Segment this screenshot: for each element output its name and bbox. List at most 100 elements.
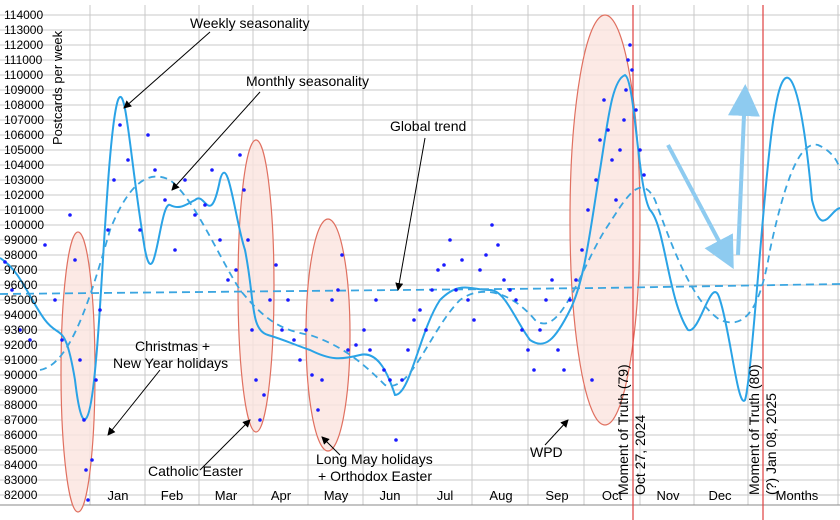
data-point: [320, 378, 324, 382]
holiday-ovals: [60, 14, 641, 513]
data-point: [146, 133, 150, 137]
data-point: [514, 298, 518, 302]
annotation-arrows: [107, 31, 760, 471]
data-point: [316, 408, 320, 412]
y-tick-label: 100000: [4, 218, 44, 232]
y-tick-label: 84000: [4, 458, 38, 472]
data-point: [626, 58, 630, 62]
y-tick-label: 111000: [4, 53, 43, 67]
data-point: [98, 308, 102, 312]
x-tick-label: Months: [776, 488, 819, 503]
data-point: [274, 263, 278, 267]
y-tick-label: 97000: [4, 263, 38, 277]
x-tick-label: Nov: [656, 488, 680, 503]
moment-of-truth-79-label: Moment of Truth (79): [615, 364, 631, 495]
data-point: [94, 378, 98, 382]
y-tick-label: 113000: [4, 23, 43, 37]
data-point: [400, 378, 404, 382]
data-point: [362, 328, 366, 332]
data-point: [382, 368, 386, 372]
data-point: [538, 328, 542, 332]
y-tick-label: 109000: [4, 83, 44, 97]
data-point: [466, 298, 470, 302]
y-tick-label: 87000: [4, 413, 38, 427]
global-trend-line: [0, 283, 840, 295]
y-tick-label: 99000: [4, 233, 38, 247]
y-tick-label: 103000: [4, 173, 44, 187]
data-point: [520, 328, 524, 332]
data-point: [562, 368, 566, 372]
holiday-oval: [569, 14, 641, 426]
data-point: [526, 348, 530, 352]
weekly-seasonality-curve: [0, 73, 840, 421]
y-tick-label: 91000: [4, 353, 38, 367]
data-point: [406, 348, 410, 352]
data-point: [330, 298, 334, 302]
data-point: [614, 198, 618, 202]
data-point: [574, 278, 578, 282]
data-point: [286, 298, 290, 302]
moment-of-truth-79-date: Oct 27, 2024: [632, 415, 648, 495]
holiday-oval: [237, 139, 275, 433]
data-point: [234, 268, 238, 272]
data-point: [598, 138, 602, 142]
data-point: [472, 318, 476, 322]
annotation-wpd: WPD: [530, 444, 563, 460]
data-point: [304, 328, 308, 332]
y-tick-label: 83000: [4, 473, 38, 487]
data-point: [638, 148, 642, 152]
data-point: [618, 148, 622, 152]
y-tick-label: 95000: [4, 293, 38, 307]
y-tick-label: 82000: [4, 488, 38, 502]
data-point: [112, 178, 116, 182]
data-point: [138, 228, 142, 232]
data-point: [336, 288, 340, 292]
data-point: [28, 338, 32, 342]
data-point: [310, 373, 314, 377]
data-point: [490, 223, 494, 227]
annotation-may-2: + Orthodox Easter: [318, 468, 432, 484]
data-point: [346, 348, 350, 352]
y-tick-label: 105000: [4, 143, 44, 157]
y-axis-label: Postcards per week: [50, 30, 65, 145]
y-tick-label: 88000: [4, 398, 38, 412]
arrow-weekly: [123, 31, 211, 109]
seasonality-curves: [0, 73, 840, 421]
data-point: [10, 288, 14, 292]
data-point: [556, 348, 560, 352]
y-tick-label: 101000: [4, 203, 44, 217]
data-point: [544, 298, 548, 302]
data-point: [418, 308, 422, 312]
y-tick-label: 85000: [4, 443, 38, 457]
data-point: [424, 328, 428, 332]
data-point: [642, 173, 646, 177]
data-point: [442, 263, 446, 267]
data-point: [454, 288, 458, 292]
data-point: [18, 328, 22, 332]
data-point: [606, 128, 610, 132]
forecast-arrow-down: [666, 144, 734, 270]
data-point: [280, 328, 284, 332]
data-points: [3, 43, 646, 502]
data-point: [183, 178, 187, 182]
data-point: [153, 168, 157, 172]
arrow-trend: [395, 137, 426, 291]
y-tick-label: 89000: [4, 383, 38, 397]
x-tick-label: Mar: [215, 488, 238, 503]
data-point: [484, 253, 488, 257]
data-point: [84, 468, 88, 472]
y-tick-label: 90000: [4, 368, 38, 382]
data-point: [60, 338, 64, 342]
annotation-trend: Global trend: [390, 118, 466, 134]
y-tick-label: 98000: [4, 248, 38, 262]
data-point: [508, 288, 512, 292]
annotation-monthly: Monthly seasonality: [246, 73, 369, 89]
moment-of-truth-80-label: Moment of Truth (80): [746, 364, 762, 495]
data-point: [502, 278, 506, 282]
data-point: [173, 248, 177, 252]
y-tick-label: 104000: [4, 158, 44, 172]
data-point: [226, 278, 230, 282]
annotation-catholic-easter: Catholic Easter: [148, 463, 243, 479]
monthly-seasonality-curve: [39, 143, 840, 387]
